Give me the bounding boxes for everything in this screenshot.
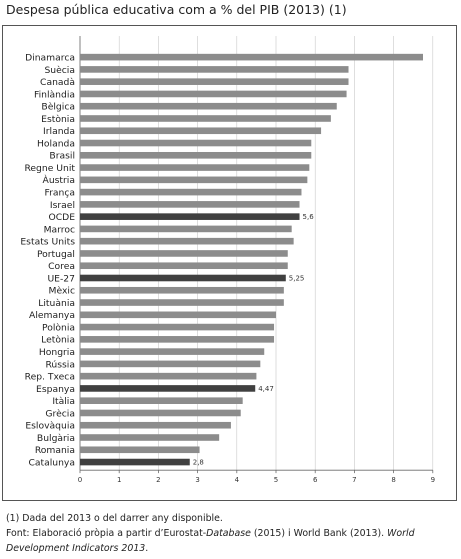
category-label: Brasil	[49, 151, 75, 162]
source-text-b: Database	[206, 528, 251, 539]
bar	[80, 237, 294, 245]
bar	[80, 274, 286, 282]
bar	[80, 250, 288, 257]
category-label: Lituània	[38, 298, 75, 309]
bar	[80, 188, 302, 196]
category-label: Rep. Txeca	[25, 372, 75, 383]
bar	[80, 78, 349, 85]
bar	[80, 115, 331, 122]
category-label: Holanda	[37, 138, 75, 149]
x-tick-label: 7	[352, 476, 356, 484]
category-label: Itàlia	[52, 396, 75, 407]
category-label: Bèlgica	[41, 102, 75, 113]
x-tick-label: 8	[391, 476, 395, 484]
bar	[80, 176, 308, 184]
category-label: Marroc	[44, 224, 75, 235]
footnote-data-year: (1) Dada del 2013 o del darrer any dispo…	[6, 513, 223, 524]
category-label: Alemanya	[29, 310, 75, 321]
bar	[80, 127, 322, 135]
bar	[80, 225, 292, 233]
bar	[80, 385, 256, 392]
category-label: Irlanda	[43, 126, 75, 137]
category-label: Bulgària	[37, 433, 75, 444]
category-label: Catalunya	[28, 457, 75, 468]
bar	[80, 336, 275, 343]
category-label: UE-27	[47, 273, 75, 284]
bar	[80, 201, 300, 208]
category-label: OCDE	[48, 212, 75, 223]
bar	[80, 348, 265, 355]
x-tick-label: 5	[274, 476, 278, 484]
category-label: Letònia	[41, 335, 75, 346]
x-tick-label: 6	[313, 476, 318, 484]
category-label: Estònia	[41, 114, 75, 125]
footnote-source: Font: Elaboració pròpia a partir d’Euros…	[6, 526, 456, 556]
bar	[80, 360, 261, 368]
x-tick-label: 4	[235, 476, 240, 484]
category-label: Polònia	[42, 322, 75, 333]
category-label: Romania	[35, 445, 75, 456]
source-text-a: Font: Elaboració pròpia a partir d’Euros…	[6, 528, 207, 539]
bar	[80, 372, 257, 380]
category-label: Finlàndia	[34, 89, 75, 100]
x-tick-label: 1	[117, 476, 121, 484]
category-label: Suècia	[44, 65, 75, 76]
category-label: Canadà	[40, 77, 75, 88]
category-label: Dinamarca	[25, 53, 75, 64]
data-label: 4,47	[258, 385, 274, 393]
data-label: 2,8	[193, 459, 204, 467]
bar	[80, 311, 276, 319]
category-label: Espanya	[36, 384, 75, 395]
data-label: 5,25	[289, 274, 305, 282]
bar	[80, 446, 200, 454]
category-label: Hongria	[39, 347, 75, 358]
bar	[80, 286, 284, 294]
bar	[80, 323, 275, 331]
bar	[80, 139, 312, 147]
bar	[80, 151, 312, 159]
category-label: Grècia	[45, 408, 75, 419]
chart-frame: 0 1 2 3 4 5 6 7 8 9 Dinamarca Suècia Canadà Finlàndia…	[2, 25, 457, 501]
x-tick-label: 3	[195, 476, 199, 484]
x-tick-label: 0	[78, 476, 82, 484]
bar	[80, 421, 231, 429]
bar	[80, 90, 347, 98]
category-label: Rússia	[45, 359, 75, 370]
bar	[80, 458, 190, 466]
chart-title: Despesa pública educativa com a % del PI…	[6, 2, 347, 17]
x-tick-label: 9	[431, 476, 435, 484]
category-label: Estats Units	[20, 237, 75, 248]
bar	[80, 213, 300, 220]
category-label: Mèxic	[49, 286, 75, 297]
category-label: Corea	[48, 261, 75, 272]
bar	[80, 102, 337, 110]
data-label: 5,6	[303, 213, 315, 221]
footnotes: (1) Dada del 2013 o del darrer any dispo…	[6, 511, 456, 556]
category-label: Regne Unit	[24, 163, 75, 174]
bar	[80, 299, 284, 306]
category-label: Àustria	[43, 174, 75, 186]
bar	[80, 66, 349, 73]
x-tick-label: 2	[156, 476, 160, 484]
source-text-d: World Development Indicators 2013	[6, 528, 415, 554]
source-text-e: .	[145, 543, 149, 554]
bar	[80, 434, 220, 441]
category-label: Eslovàquia	[25, 421, 75, 432]
bar	[80, 164, 310, 171]
category-label: Portugal	[37, 249, 75, 260]
category-label: Israel	[50, 200, 75, 211]
bar	[80, 409, 241, 417]
bar	[80, 262, 288, 270]
bar	[80, 53, 423, 61]
bar-chart: 0 1 2 3 4 5 6 7 8 9 DinamarcaSuèciaCanadàFinlàndia…	[20, 36, 435, 484]
bar	[80, 397, 243, 404]
category-label: França	[44, 188, 75, 199]
source-text-c: (2015) i World Bank (2013).	[250, 528, 388, 539]
